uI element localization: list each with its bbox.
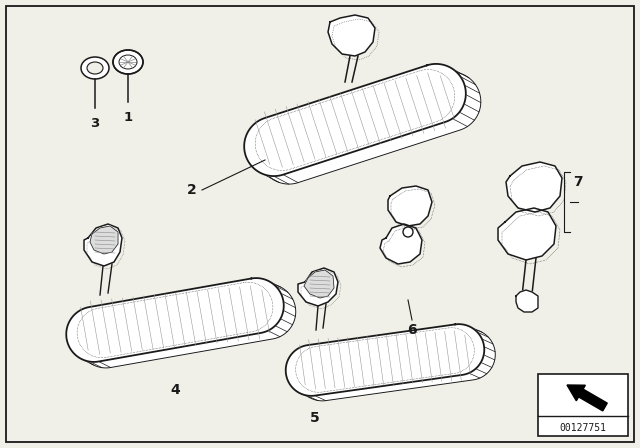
Polygon shape [67, 278, 284, 362]
Text: 7: 7 [573, 175, 583, 189]
Polygon shape [304, 270, 334, 298]
Polygon shape [297, 329, 495, 401]
Polygon shape [298, 268, 338, 306]
Polygon shape [328, 15, 375, 56]
Polygon shape [380, 224, 422, 264]
Ellipse shape [403, 227, 413, 237]
Polygon shape [516, 290, 538, 312]
FancyArrow shape [567, 385, 607, 411]
Bar [538, 374, 628, 436]
Text: 3: 3 [90, 116, 100, 129]
Polygon shape [244, 64, 466, 176]
Ellipse shape [113, 50, 143, 74]
Polygon shape [84, 224, 122, 266]
Polygon shape [90, 226, 118, 254]
Polygon shape [78, 284, 296, 368]
Text: 6: 6 [407, 323, 417, 337]
Polygon shape [506, 162, 562, 212]
Ellipse shape [87, 62, 103, 74]
Polygon shape [498, 208, 556, 260]
Text: 00127751: 00127751 [559, 423, 607, 433]
Text: 1: 1 [124, 111, 132, 124]
Polygon shape [259, 72, 481, 184]
Ellipse shape [81, 57, 109, 79]
Polygon shape [285, 324, 484, 396]
Text: 5: 5 [310, 411, 320, 425]
Text: 4: 4 [170, 383, 180, 397]
Polygon shape [388, 186, 432, 226]
Text: 2: 2 [187, 183, 197, 197]
